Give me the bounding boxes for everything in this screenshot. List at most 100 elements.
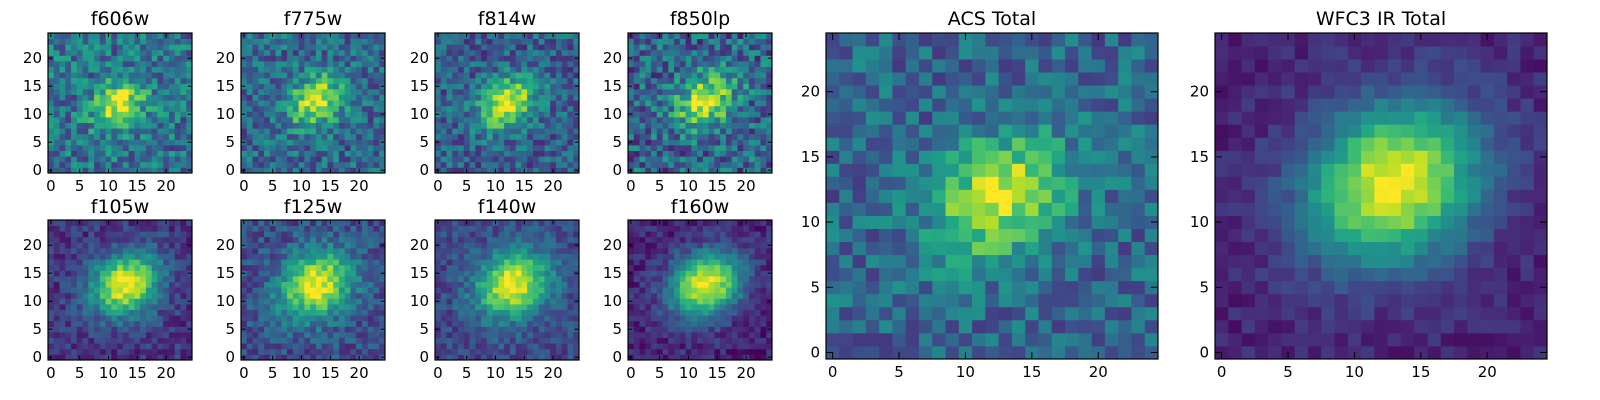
heatmap-cell — [754, 111, 761, 118]
heatmap-cell — [527, 72, 534, 79]
heatmap-cell — [356, 55, 363, 62]
heatmap-cell — [561, 128, 568, 135]
heatmap-cell — [168, 337, 176, 344]
heatmap-cell — [111, 304, 118, 310]
heatmap-cell — [275, 145, 282, 151]
heatmap-cell — [82, 94, 89, 101]
heatmap-cell — [122, 44, 130, 51]
heatmap-cell — [633, 276, 640, 282]
heatmap-cell — [668, 315, 675, 322]
heatmap-cell — [573, 287, 580, 294]
heatmap-cell — [321, 105, 328, 112]
heatmap-cell — [446, 315, 453, 322]
heatmap-cell — [315, 236, 323, 243]
heatmap-cell — [111, 156, 118, 163]
heatmap-cells — [48, 33, 193, 174]
heatmap-cell — [561, 161, 568, 168]
heatmap-cell — [180, 105, 187, 112]
heatmap-cell — [76, 89, 83, 95]
heatmap-cell — [481, 133, 488, 140]
heatmap-cell — [544, 259, 551, 266]
heatmap-cell — [258, 304, 265, 310]
heatmap-cell — [458, 49, 465, 56]
heatmap-cell — [440, 139, 447, 146]
heatmap-cell — [315, 139, 323, 146]
heatmap-cell — [685, 77, 692, 84]
heatmap-cell — [111, 161, 118, 168]
heatmap-cell — [174, 242, 181, 249]
x-tick-label: 15 — [128, 177, 147, 195]
heatmap-cell — [292, 292, 299, 299]
heatmap-cell — [544, 122, 551, 129]
y-tick-label: 10 — [23, 292, 42, 310]
heatmap-cell — [544, 304, 551, 310]
heatmap-cell — [264, 156, 271, 163]
heatmap-cell — [76, 83, 83, 90]
heatmap-cell — [105, 304, 112, 310]
heatmap-cell — [367, 231, 374, 238]
heatmap-cell — [361, 77, 369, 84]
heatmap-cell — [88, 231, 95, 238]
heatmap-cell — [258, 298, 265, 305]
heatmap-cell — [760, 49, 767, 56]
heatmap-cell — [521, 100, 528, 107]
heatmap-cell — [186, 264, 193, 271]
heatmap-cell — [440, 259, 447, 266]
heatmap-cell — [532, 139, 540, 146]
heatmap-cell — [350, 298, 357, 305]
heatmap-cell — [373, 225, 380, 232]
heatmap-cell — [509, 72, 517, 79]
heatmap-cell — [292, 44, 299, 51]
heatmap-cell — [111, 128, 118, 135]
heatmap-cell — [475, 122, 482, 129]
heatmap-cell — [246, 77, 253, 84]
heatmap-cell — [668, 348, 675, 355]
heatmap-cell — [538, 231, 545, 238]
heatmap-cell — [743, 343, 750, 350]
heatmap-cell — [48, 343, 55, 350]
heatmap-cell — [252, 320, 259, 327]
heatmap-cell — [685, 38, 692, 45]
heatmap-cell — [361, 281, 369, 288]
heatmap-cell — [504, 253, 511, 260]
heatmap-cell — [186, 259, 193, 266]
heatmap-cell — [379, 304, 386, 310]
heatmap-cell — [561, 270, 568, 277]
heatmap-cell — [321, 161, 328, 168]
heatmap-cell — [628, 72, 635, 79]
heatmap-cell — [697, 150, 704, 157]
heatmap-cell — [737, 298, 744, 305]
heatmap-cell — [157, 276, 164, 282]
heatmap-cell — [252, 259, 259, 266]
heatmap-cell — [492, 326, 499, 333]
heatmap-cell — [486, 315, 493, 322]
heatmap-cell — [163, 231, 170, 238]
heatmap-cell — [440, 220, 447, 226]
heatmap-cell — [509, 220, 517, 226]
heatmap-cell — [515, 161, 522, 168]
heatmap-cell — [350, 225, 357, 232]
heatmap-cell — [452, 83, 459, 90]
heatmap-cell — [82, 55, 89, 62]
heatmap-cell — [82, 167, 89, 174]
heatmap-cell — [550, 253, 557, 260]
heatmap-cell — [379, 236, 386, 243]
heatmap-cell — [379, 281, 386, 288]
heatmap-cell — [264, 33, 271, 39]
heatmap-cell — [435, 287, 442, 294]
heatmap-cell — [550, 44, 557, 51]
heatmap-cell — [458, 354, 465, 361]
heatmap-cell — [515, 150, 522, 157]
heatmap-cell — [544, 77, 551, 84]
heatmap-cell — [275, 139, 282, 146]
heatmap-cell — [492, 122, 499, 129]
heatmap-cell — [111, 337, 118, 344]
heatmap-cell — [561, 281, 568, 288]
heatmap-cell — [754, 292, 761, 299]
heatmap-cell — [344, 242, 351, 249]
heatmap-cell — [435, 94, 442, 101]
heatmap-cell — [157, 128, 164, 135]
heatmap-cell — [708, 105, 715, 112]
heatmap-cell — [53, 61, 60, 67]
heatmap-cell — [180, 248, 187, 254]
